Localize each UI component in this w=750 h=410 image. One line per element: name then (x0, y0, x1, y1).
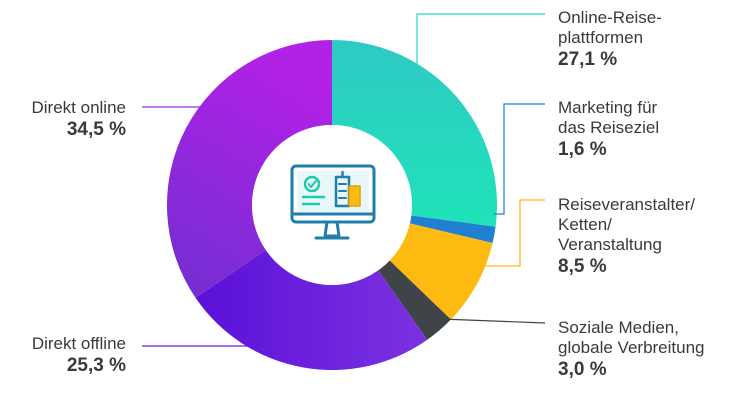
label-reiseveranstalter: Reiseveranstalter/ Ketten/ Veranstaltung… (558, 195, 695, 277)
leader-line (470, 199, 545, 267)
slice-label: Online-Reise- plattformen (558, 8, 662, 47)
label-direkt-online: Direkt online 34,5 % (0, 98, 127, 140)
label-online-reiseplattformen: Online-Reise- plattformen 27,1 % (558, 8, 662, 70)
slice-label: Direkt offline (31, 334, 126, 353)
slice-value: 34,5 % (66, 119, 126, 140)
slice-label: Marketing für das Reiseziel (558, 98, 660, 137)
slice-value: 25,3 % (66, 355, 126, 376)
slice-value: 3,0 % (558, 359, 607, 380)
donut-slice (167, 40, 332, 298)
slice-label: Soziale Medien, globale Verbreitung (558, 318, 705, 357)
leader-line (416, 13, 545, 67)
donut-slice (389, 223, 493, 320)
donut-slice (195, 249, 428, 370)
donut-slice (378, 260, 451, 340)
slice-value: 1,6 % (558, 139, 607, 160)
label-soziale-medien: Soziale Medien, globale Verbreitung 3,0 … (558, 318, 705, 380)
computer-monitor-buildings-icon (290, 164, 376, 240)
label-marketing-reiseziel: Marketing für das Reiseziel 1,6 % (558, 98, 659, 160)
leader-line (440, 318, 546, 324)
slice-label: Direkt online (31, 98, 127, 117)
donut-slice (409, 215, 496, 244)
slice-value: 27,1 % (558, 49, 618, 70)
label-direkt-offline: Direkt offline 25,3 % (0, 334, 126, 376)
slice-value: 8,5 % (558, 256, 607, 277)
donut-slice (332, 40, 497, 227)
leader-line (494, 103, 545, 215)
slice-label: Reiseveranstalter/ Ketten/ Veranstaltung (558, 195, 696, 254)
